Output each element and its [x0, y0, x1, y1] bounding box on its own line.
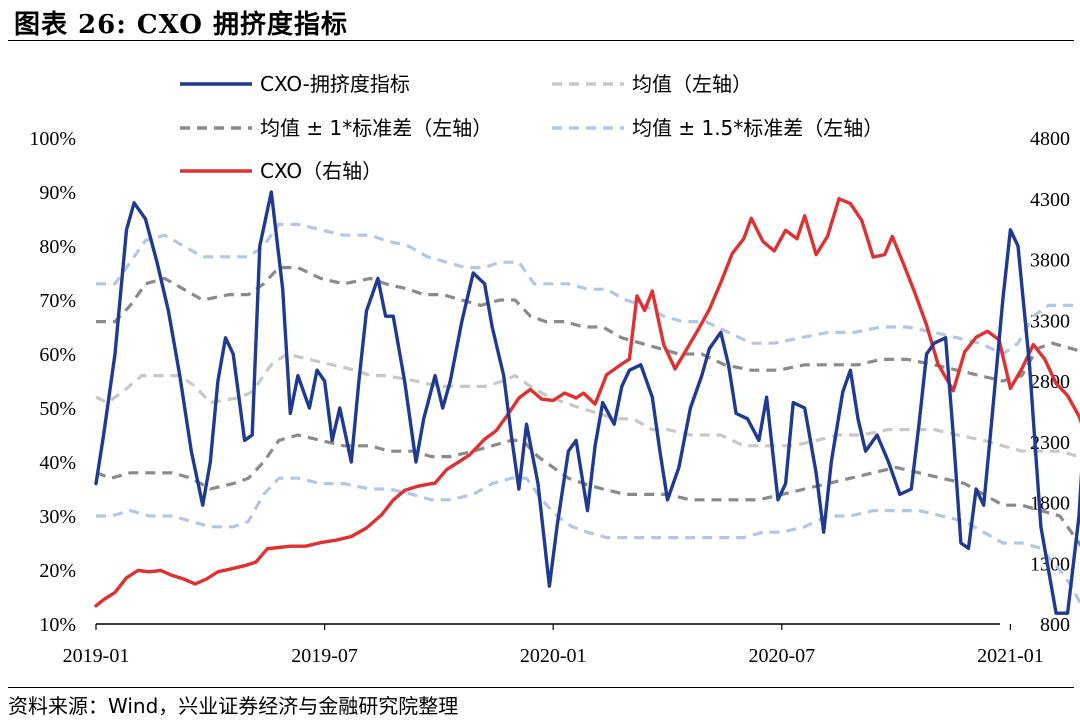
y-left-tick-label: 50% [39, 398, 76, 420]
chart-lines [94, 190, 1080, 615]
series-line-mean-1sd [96, 266, 1080, 383]
y-right-tick-label: 4800 [1030, 128, 1070, 150]
y-right-tick-label: 3800 [1030, 250, 1070, 272]
series-line-mean [95, 352, 1080, 459]
y-left-tick-label: 90% [39, 182, 76, 204]
y-left-tick-label: 80% [39, 236, 76, 258]
figure-title: 图表 26: CXO 拥挤度指标 [14, 10, 348, 40]
y-right-tick-label: 1800 [1030, 493, 1070, 515]
x-tick-label: 2019-07 [291, 645, 358, 667]
series-line-mean-1sd-lower [95, 433, 1080, 548]
x-tick-label: 2019-01 [63, 645, 130, 667]
y-left-tick-label: 10% [39, 614, 76, 636]
x-tick-label: 2020-01 [520, 645, 587, 667]
y-left-tick-label: 20% [39, 560, 76, 582]
source-note: 资料来源：Wind，兴业证券经济与金融研究院整理 [8, 694, 459, 718]
chart-legend: CXO-拥挤度指标 均值（左轴） 均值 ± 1*标准差（左轴） 均值 ± 1.5*标准… [180, 72, 883, 183]
y-left-tick-label: 30% [39, 506, 76, 528]
legend-label-crowding: CXO-拥挤度指标 [260, 72, 410, 96]
source-rule [8, 687, 1074, 688]
legend-label-mean-15sd: 均值 ± 1.5*标准差（左轴） [632, 116, 883, 140]
series-line-cxo [94, 197, 1080, 608]
y-left-tick-label: 70% [39, 290, 76, 312]
series-line-mean-15sd [96, 222, 1080, 356]
series-line-crowding [94, 190, 1080, 615]
x-tick-label: 2021-01 [977, 645, 1044, 667]
legend-label-mean: 均值（左轴） [632, 72, 752, 96]
y-left-tick-label: 60% [39, 344, 76, 366]
y-left-tick-label: 100% [29, 128, 76, 150]
y-right-tick-label: 3300 [1030, 310, 1070, 332]
x-tick-label: 2020-07 [748, 645, 815, 667]
chart: 2019-012019-072020-012020-072021-012021-… [29, 72, 1080, 667]
y-right-tick-label: 2300 [1030, 432, 1070, 454]
y-left-tick-label: 40% [39, 452, 76, 474]
y-right-tick-label: 4300 [1030, 189, 1070, 211]
legend-label-cxo: CXO（右轴） [260, 159, 382, 183]
series-line-mean-15sd-lower [96, 476, 1080, 606]
title-rule [8, 40, 1074, 41]
y-right-tick-label: 800 [1040, 614, 1070, 636]
legend-label-mean-1sd: 均值 ± 1*标准差（左轴） [260, 116, 492, 140]
